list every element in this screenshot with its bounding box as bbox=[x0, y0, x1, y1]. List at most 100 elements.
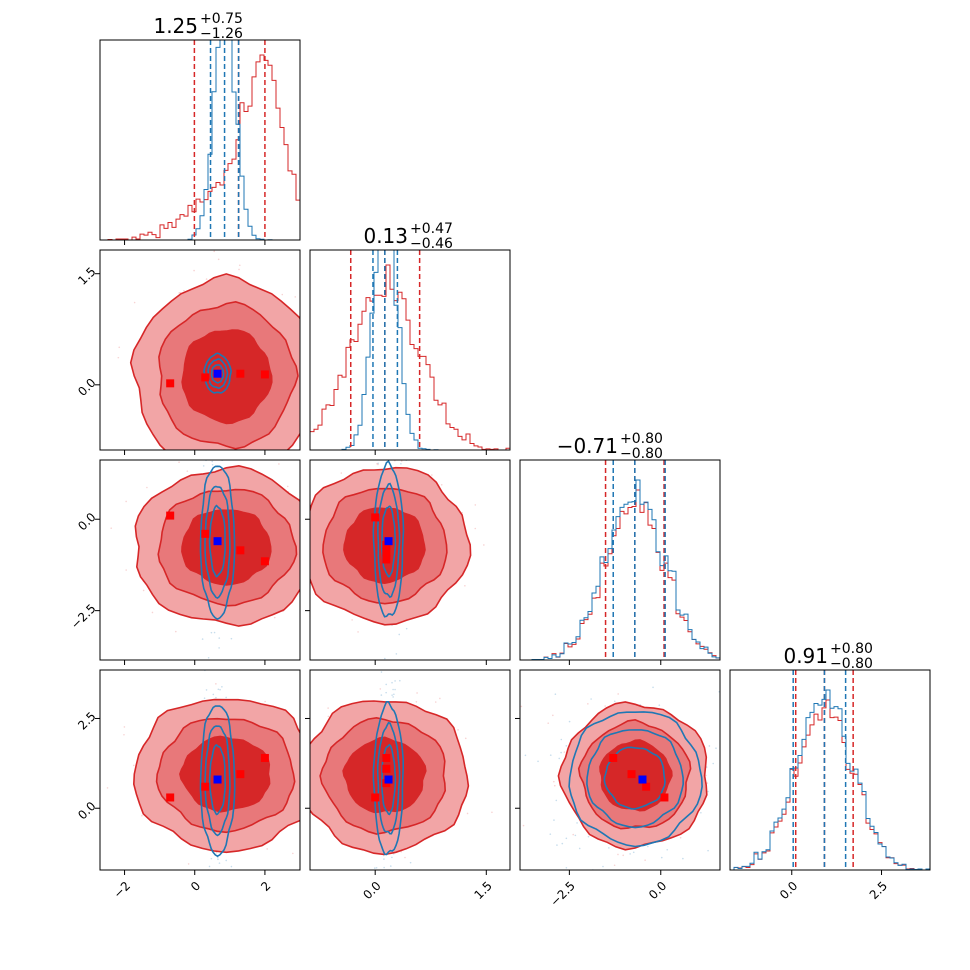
red-sample-point bbox=[351, 619, 353, 621]
histogram-frame-3 bbox=[729, 669, 931, 871]
red-square-marker-1 bbox=[627, 770, 636, 779]
red-sample-point bbox=[238, 264, 241, 267]
pair-frame-2-0 bbox=[99, 459, 301, 661]
blue-sample-point bbox=[216, 856, 219, 859]
red-sample-point bbox=[327, 715, 330, 718]
red-sample-point bbox=[205, 278, 208, 280]
red-sample-point bbox=[123, 726, 126, 728]
red-sample-point bbox=[183, 289, 185, 292]
pair-frame-3-2 bbox=[519, 669, 721, 871]
red-sample-point bbox=[215, 451, 217, 453]
blue-contour-level-0 bbox=[199, 705, 236, 858]
blue-contour-level-1 bbox=[376, 721, 401, 835]
red-sample-point bbox=[307, 521, 309, 523]
blue-sample-point bbox=[210, 857, 213, 860]
red-sample-point bbox=[213, 250, 216, 253]
histogram-panel-0: 1.25 +0.75−1.26 bbox=[99, 11, 301, 241]
blue-sample-point bbox=[652, 686, 654, 689]
red-sample-point bbox=[301, 541, 303, 543]
blue-sample-point bbox=[666, 848, 669, 851]
red-sample-point bbox=[563, 751, 566, 753]
red-sample-point bbox=[552, 714, 554, 717]
red-sample-point bbox=[483, 544, 485, 546]
blue-sample-point bbox=[217, 883, 219, 885]
red-sample-point bbox=[264, 700, 266, 703]
red-square-marker-2 bbox=[236, 369, 245, 378]
blue-sample-point bbox=[578, 847, 581, 850]
red-square-marker-0 bbox=[371, 793, 380, 802]
blue-sample-point bbox=[602, 865, 604, 868]
blue-sample-point bbox=[722, 781, 724, 783]
y-tick-label: 2.5 bbox=[75, 709, 98, 732]
red-histogram-2 bbox=[520, 489, 720, 660]
blue-sample-point bbox=[395, 653, 398, 655]
red-square-marker-2 bbox=[236, 770, 245, 779]
blue-sample-point bbox=[734, 734, 736, 736]
blue-sample-point bbox=[380, 694, 383, 696]
red-sample-point bbox=[357, 631, 359, 633]
red-square-marker-2 bbox=[382, 555, 391, 564]
red-sample-point bbox=[133, 301, 136, 304]
blue-sample-point bbox=[212, 693, 215, 696]
blue-sample-point bbox=[568, 720, 571, 723]
red-histogram-0 bbox=[100, 54, 300, 240]
blue-sample-point bbox=[384, 657, 386, 660]
red-square-marker-0 bbox=[166, 511, 175, 520]
panel-title-2: −0.71 +0.80−0.80 bbox=[557, 431, 663, 462]
red-sample-point bbox=[400, 460, 403, 462]
red-square-marker-1 bbox=[201, 529, 210, 538]
red-sample-point bbox=[238, 268, 240, 271]
blue-sample-point bbox=[218, 862, 221, 864]
blue-sample-point bbox=[380, 671, 383, 673]
blue-histogram-3 bbox=[730, 689, 930, 870]
blue-square-marker bbox=[213, 369, 222, 378]
blue-sample-point bbox=[377, 462, 379, 465]
red-sample-point bbox=[723, 789, 725, 791]
red-sample-point bbox=[617, 693, 619, 695]
blue-histogram-0 bbox=[100, 40, 300, 240]
x-tick-label: 0.0 bbox=[360, 879, 383, 902]
red-sample-point bbox=[464, 737, 467, 740]
blue-sample-point bbox=[558, 757, 561, 760]
red-square-marker-0 bbox=[371, 513, 380, 522]
blue-sample-point bbox=[587, 835, 590, 838]
blue-sample-point bbox=[608, 847, 610, 849]
histogram-frame-1 bbox=[309, 249, 511, 451]
blue-sample-point bbox=[217, 688, 220, 691]
red-sample-point bbox=[286, 485, 289, 488]
y-tick-label: −2.5 bbox=[68, 601, 99, 632]
blue-sample-point bbox=[571, 879, 573, 881]
blue-sample-point bbox=[221, 663, 223, 665]
x-tick-label: −2.5 bbox=[547, 879, 578, 910]
histogram-panel-2: −0.71 +0.80−0.80 bbox=[519, 431, 721, 661]
red-sample-point bbox=[187, 863, 190, 865]
blue-sample-point bbox=[217, 679, 219, 681]
blue-contour-level-2 bbox=[381, 505, 397, 578]
y-tick-label: 1.5 bbox=[75, 264, 98, 287]
red-sample-point bbox=[292, 852, 294, 855]
red-sample-point bbox=[137, 463, 139, 465]
red-sample-point bbox=[302, 544, 304, 546]
x-tick-label: 1.5 bbox=[471, 879, 494, 902]
pair-panel-3-0 bbox=[99, 663, 303, 885]
red-sample-point bbox=[415, 700, 418, 703]
red-sample-point bbox=[301, 743, 303, 745]
title-value-2: −0.71 bbox=[557, 434, 618, 458]
x-tick-label: 0.0 bbox=[777, 879, 800, 902]
red-sample-point bbox=[491, 811, 493, 814]
red-sample-point bbox=[304, 282, 306, 284]
blue-sample-point bbox=[215, 696, 217, 699]
blue-sample-point bbox=[385, 674, 387, 676]
blue-sample-point bbox=[390, 430, 392, 432]
red-square-marker-2 bbox=[236, 546, 245, 555]
blue-sample-point bbox=[576, 822, 578, 824]
red-sample-point bbox=[117, 356, 120, 359]
red-sample-point bbox=[146, 486, 148, 489]
pair-frame-1-0 bbox=[99, 249, 301, 451]
blue-sample-point bbox=[392, 696, 394, 698]
blue-sample-point bbox=[225, 696, 227, 699]
blue-sample-point bbox=[385, 683, 388, 686]
red-square-marker-2 bbox=[382, 764, 391, 773]
histogram-panel-1: 0.13 +0.47−0.46 bbox=[309, 221, 511, 451]
red-sample-point bbox=[307, 592, 309, 594]
